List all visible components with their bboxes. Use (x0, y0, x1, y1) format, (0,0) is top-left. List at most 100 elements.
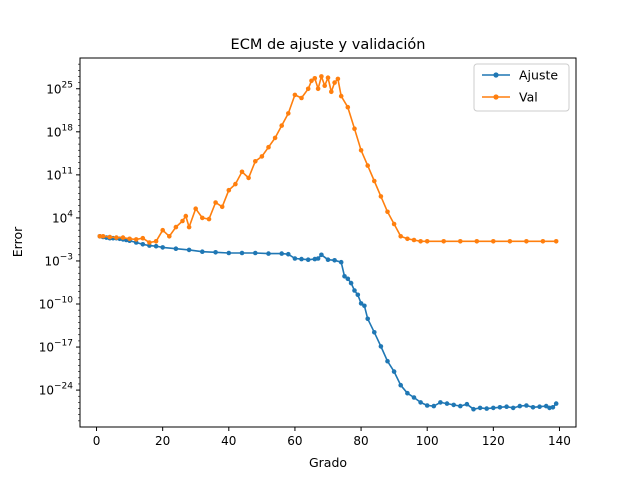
data-point-val (540, 239, 546, 244)
data-point-ajuste (517, 403, 523, 409)
legend-label-ajuste: Ajuste (519, 68, 558, 83)
data-point-ajuste (338, 259, 344, 265)
data-point-ajuste (226, 250, 232, 256)
data-point-ajuste (279, 251, 285, 256)
data-point-ajuste (355, 292, 361, 298)
data-point-val (219, 204, 225, 210)
data-point-ajuste (547, 405, 552, 411)
data-point-ajuste (537, 404, 542, 410)
y-tick-label: 10−3 (44, 252, 73, 268)
data-point-val (259, 154, 265, 159)
data-point-val (133, 237, 139, 242)
data-point-ajuste (504, 404, 509, 410)
series-line-ajuste (99, 235, 557, 411)
data-point-ajuste (358, 301, 364, 306)
data-point-val (385, 209, 390, 215)
data-point-val (140, 235, 146, 241)
data-point-ajuste (305, 257, 311, 263)
x-tick-label: 20 (155, 434, 170, 448)
data-point-val (365, 163, 371, 168)
data-point-val (315, 86, 321, 92)
data-point-ajuste (173, 246, 179, 251)
x-axis: 0 20 40 60 80 100 120 140 (93, 427, 571, 448)
data-point-ajuste (200, 249, 205, 254)
y-tick-label: 10−17 (39, 339, 73, 355)
data-point-val (312, 76, 318, 81)
data-point-val (507, 239, 513, 244)
data-point-val (305, 86, 311, 92)
legend-label-val: Val (519, 90, 538, 105)
legend-marker-val (493, 94, 499, 100)
data-point-val (332, 80, 337, 85)
data-point-val (193, 206, 198, 211)
data-point-val (153, 239, 159, 244)
legend-marker-ajuste (493, 72, 499, 78)
data-point-val (97, 234, 103, 239)
data-point-val (411, 237, 417, 243)
data-point-ajuste (491, 405, 496, 411)
data-point-val (524, 239, 529, 244)
data-point-ajuste (253, 250, 258, 256)
data-point-ajuste (362, 303, 367, 309)
data-point-ajuste (524, 403, 529, 408)
data-point-val (418, 239, 423, 244)
data-point-ajuste (292, 256, 298, 261)
data-point-ajuste (140, 242, 146, 247)
data-point-val (186, 224, 192, 230)
data-point-val (266, 144, 271, 150)
data-point-ajuste (398, 382, 404, 388)
data-point-ajuste (411, 395, 417, 400)
data-point-ajuste (153, 243, 159, 249)
data-point-val (213, 200, 218, 205)
data-point-val (319, 74, 324, 79)
data-point-ajuste (438, 400, 443, 405)
data-point-val (114, 235, 119, 240)
data-point-ajuste (418, 400, 423, 405)
y-axis: 1025 1018 1011 104 10−3 10−10 10−17 10−24 (39, 63, 80, 422)
x-tick-label: 40 (221, 434, 236, 448)
data-point-val (246, 175, 251, 181)
data-point-val (299, 95, 304, 101)
data-point-ajuste (464, 401, 470, 407)
data-point-val (239, 169, 245, 175)
data-point-ajuste (325, 257, 331, 263)
data-point-ajuste (451, 402, 457, 408)
data-point-ajuste (553, 401, 559, 406)
data-point-val (372, 178, 377, 184)
data-point-ajuste (372, 330, 377, 335)
data-point-val (107, 234, 113, 240)
data-point-val (100, 234, 106, 239)
data-point-val (352, 126, 357, 131)
data-point-val (200, 215, 205, 221)
x-tick-label: 100 (416, 434, 439, 448)
data-point-val (206, 216, 212, 222)
data-point-val (120, 235, 126, 240)
data-point-ajuste (286, 251, 291, 257)
data-point-val (233, 181, 238, 187)
data-point-ajuste (484, 406, 490, 411)
data-point-val (329, 89, 334, 95)
y-tick-label: 104 (52, 209, 73, 225)
data-point-val (286, 111, 291, 116)
x-tick-label: 120 (482, 434, 505, 448)
data-point-val (322, 83, 328, 88)
data-point-val (127, 236, 132, 242)
x-tick-label: 140 (548, 434, 571, 448)
data-point-ajuste (431, 403, 437, 409)
legend: Ajuste Val (473, 63, 570, 112)
data-point-ajuste (471, 406, 476, 412)
data-point-val (279, 123, 285, 128)
data-point-val (167, 234, 172, 239)
y-tick-label: 1025 (46, 80, 73, 96)
data-point-ajuste (530, 405, 536, 410)
data-point-ajuste (266, 251, 271, 256)
data-point-val (441, 239, 447, 244)
data-point-val (335, 76, 341, 82)
data-point-val (226, 187, 232, 193)
data-point-ajuste (477, 405, 483, 411)
data-point-ajuste (299, 256, 304, 262)
data-point-val (491, 239, 496, 244)
data-point-val (458, 239, 463, 244)
